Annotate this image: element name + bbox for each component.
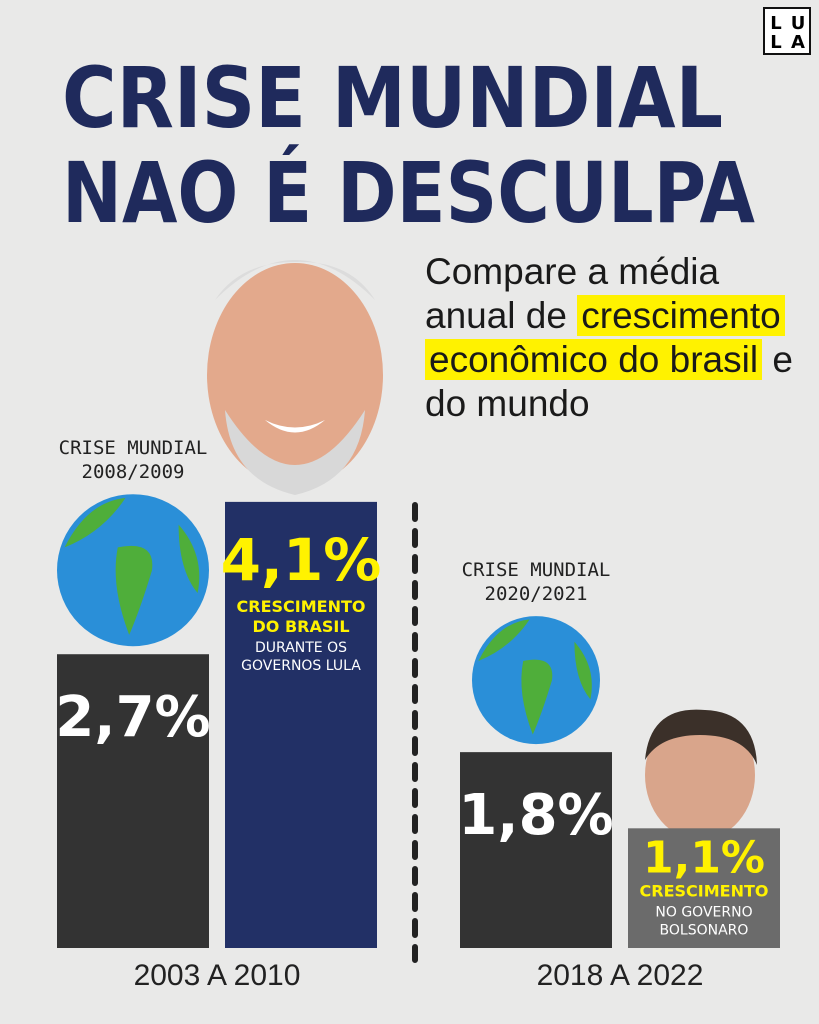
- globe-land: [115, 545, 153, 635]
- logo-box: [763, 7, 811, 55]
- caption: NO GOVERNO: [655, 904, 752, 920]
- crisis-label: 2020/2021: [485, 583, 588, 605]
- title-line: CRISE MUNDIAL: [62, 49, 723, 147]
- bolsonaro-face: [645, 709, 757, 840]
- globe-land: [64, 498, 126, 548]
- globe-land: [478, 619, 530, 661]
- caption: BOLSONARO: [660, 922, 749, 938]
- caption-highlight: CRESCIMENTO: [640, 881, 769, 900]
- globe-land: [574, 641, 592, 700]
- caption-highlight: CRESCIMENTO: [237, 597, 366, 616]
- crisis-label: 2008/2009: [82, 461, 185, 483]
- lula-face: [207, 260, 383, 495]
- value-label: 2,7%: [55, 685, 210, 750]
- subtitle-text: Compare a média anual de: [425, 251, 720, 336]
- logo-letter: U: [791, 13, 806, 34]
- subtitle-text: e do mundo: [425, 339, 793, 424]
- bar: [225, 501, 377, 948]
- globe-land: [178, 524, 200, 594]
- logo-letter: L: [770, 13, 781, 34]
- crisis-label: CRISE MUNDIAL: [462, 559, 611, 581]
- caption: GOVERNOS LULA: [241, 658, 361, 674]
- caption-highlight: DO BRASIL: [252, 617, 349, 636]
- crisis-label: CRISE MUNDIAL: [59, 437, 208, 459]
- value-label: 1,8%: [458, 783, 613, 848]
- x-tick-label: 2018 A 2022: [537, 959, 704, 992]
- bar: [460, 752, 612, 948]
- value-label: 4,1%: [221, 526, 382, 594]
- bar: [628, 828, 780, 948]
- logo-letter: L: [770, 32, 781, 53]
- globe: [472, 616, 600, 745]
- globe-land: [521, 659, 553, 735]
- bar: [57, 654, 209, 948]
- title-line: NAO É DESCULPA: [62, 144, 755, 242]
- caption: DURANTE OS: [255, 640, 347, 656]
- logo-letter: A: [791, 32, 805, 53]
- x-tick-label: 2003 A 2010: [134, 959, 301, 992]
- value-label: 1,1%: [643, 832, 765, 883]
- globe: [57, 494, 209, 647]
- subtitle: Compare a média anual de crescimento eco…: [425, 250, 805, 426]
